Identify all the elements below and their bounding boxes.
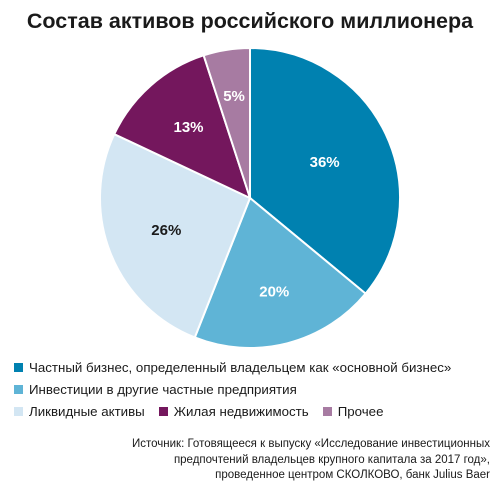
legend-swatch (322, 406, 332, 416)
pie-slice (99, 132, 252, 339)
source-line: проведенное центром СКОЛКОВО, банк Juliu… (215, 469, 490, 481)
legend-swatch (14, 406, 23, 416)
legend: Частный бизнес, определенный владельцем … (14, 356, 494, 422)
legend-item-liquid-assets: Ликвидные активы (14, 404, 145, 419)
pie-slice (249, 46, 401, 296)
source-line: Источник: Готовящееся к выпуску «Исследо… (131, 438, 490, 450)
legend-label: Частный бизнес, определенный владельцем … (29, 359, 452, 375)
slice-data-label: 26% (151, 222, 181, 239)
legend-swatch (14, 362, 23, 372)
legend-row-3: Ликвидные активы Жилая недвижимость Проч… (14, 400, 494, 422)
legend-label: Жилая недвижимость (173, 403, 309, 419)
slice-data-label: 5% (223, 88, 245, 105)
slice-data-label: 13% (173, 119, 203, 136)
legend-item-residential-real-estate: Жилая недвижимость (158, 403, 309, 419)
legend-item-other: Прочее (322, 403, 384, 419)
legend-row-2: Инвестиции в другие частные предприятия (14, 378, 494, 400)
source-note: Источник: Готовящееся к выпуску «Исследо… (60, 437, 490, 484)
legend-label: Инвестиции в другие частные предприятия (29, 381, 297, 397)
slice-data-label: 36% (310, 154, 340, 171)
legend-label: Прочее (337, 403, 384, 419)
legend-label: Ликвидные активы (29, 403, 145, 419)
legend-row-1: Частный бизнес, определенный владельцем … (14, 356, 494, 378)
legend-swatch (158, 406, 168, 416)
source-line: предпочтений владельцев крупного капитал… (173, 453, 490, 466)
slice-data-label: 20% (259, 283, 289, 300)
pie-slice (112, 54, 252, 200)
legend-item-other-private-investments: Инвестиции в другие частные предприятия (14, 382, 297, 397)
chart-title: Состав активов российского миллионера (26, 9, 474, 33)
pie-slice (193, 196, 367, 349)
legend-swatch (14, 384, 23, 394)
pie-slice (202, 46, 251, 199)
legend-item-private-business: Частный бизнес, определенный владельцем … (14, 360, 451, 375)
